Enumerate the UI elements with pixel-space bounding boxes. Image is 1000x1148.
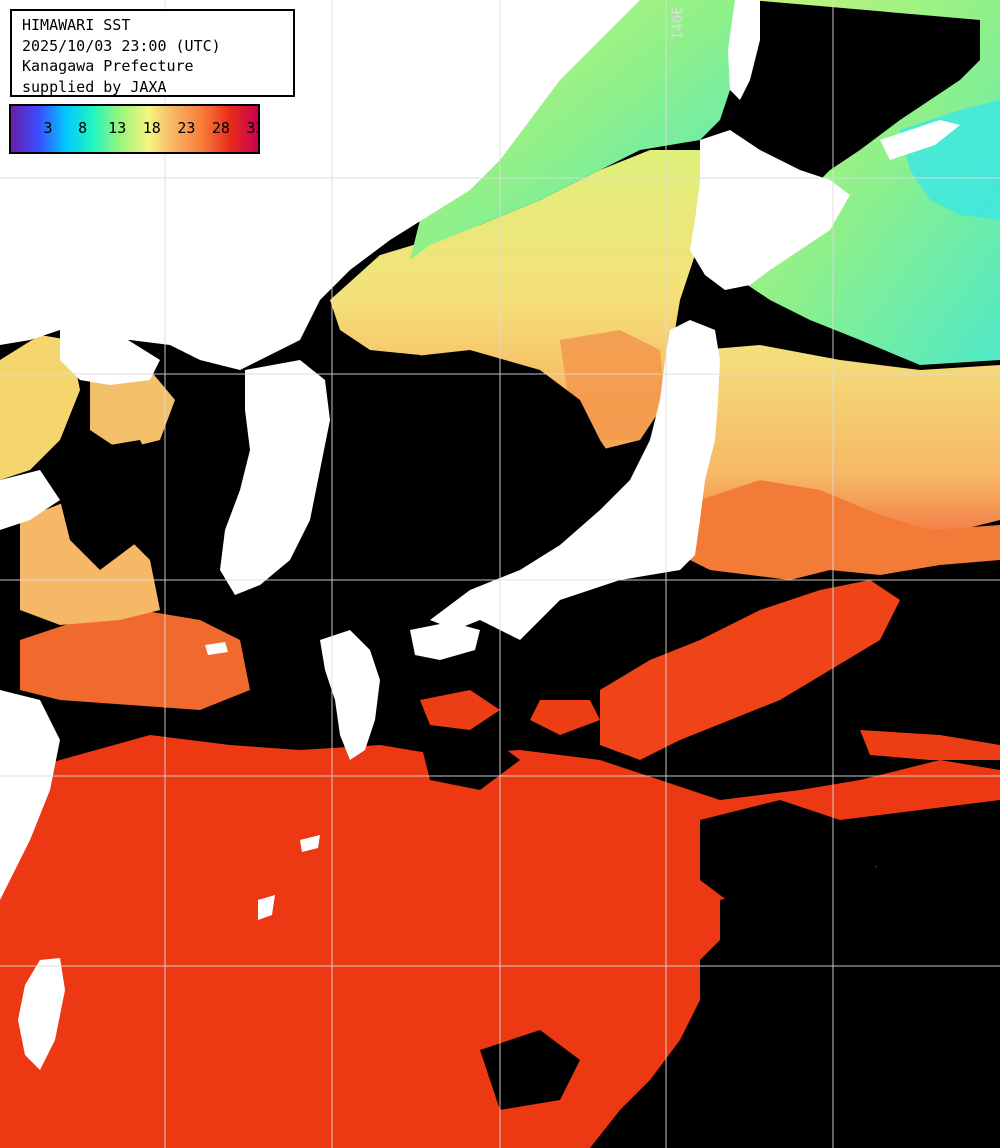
pacific-orange-band [690,480,1000,580]
north-sea [410,0,740,260]
data-credit: supplied by JAXA [22,77,167,96]
scale-tick-23: 23 [177,119,196,137]
scale-tick-3: 3 [43,119,53,137]
warm-sea-bits [420,690,1000,760]
bohai-area [90,370,175,450]
scale-tick-18: 18 [142,119,161,137]
scale-tick-33: 33 [246,119,258,137]
temperature-color-scale: 3 8 13 18 23 28 33 [9,104,260,154]
color-scale-gradient [11,106,258,152]
scale-tick-28: 28 [211,119,230,137]
map-info-box: HIMAWARI SST 2025/10/03 23:00 (UTC) Kana… [10,9,295,97]
organization-name: Kanagawa Prefecture [22,57,194,75]
observation-timestamp: 2025/10/03 23:00 (UTC) [22,36,221,55]
product-title: HIMAWARI SST [22,16,131,34]
scale-tick-8: 8 [78,119,88,137]
scale-tick-13: 13 [108,119,127,137]
longitude-label: 140E [670,6,686,40]
pacific-mid-sea [680,345,1000,560]
warm-sea-mid-east [600,580,900,760]
okhotsk-pacific-north [740,0,1000,365]
color-scale-ticks: 3 8 13 18 23 28 33 [11,119,258,139]
east-china-sea [20,500,160,625]
warm-sea-west [20,610,250,710]
yellow-sea [0,335,80,480]
